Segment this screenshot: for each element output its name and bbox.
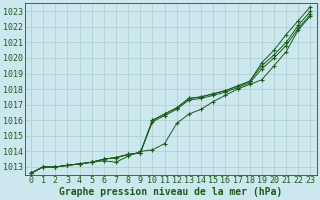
X-axis label: Graphe pression niveau de la mer (hPa): Graphe pression niveau de la mer (hPa) bbox=[59, 186, 282, 197]
